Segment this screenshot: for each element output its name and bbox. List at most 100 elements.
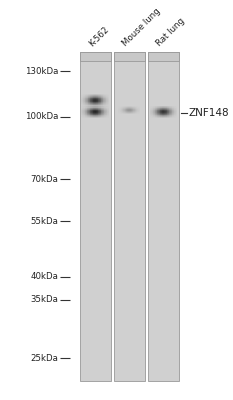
Bar: [156, 110, 157, 111]
Bar: [87, 98, 88, 99]
Bar: [155, 110, 156, 111]
Bar: [160, 116, 161, 117]
Bar: [166, 113, 167, 114]
Bar: [161, 108, 162, 109]
Bar: [84, 115, 85, 116]
Bar: [103, 107, 104, 108]
Bar: [85, 114, 86, 115]
Bar: [97, 112, 98, 113]
Bar: [150, 113, 151, 114]
Bar: [93, 94, 94, 95]
Bar: [97, 114, 98, 115]
Bar: [166, 107, 167, 108]
Bar: [107, 115, 108, 116]
Bar: [100, 103, 101, 104]
Bar: [159, 111, 160, 112]
Bar: [82, 104, 83, 105]
Bar: [163, 115, 164, 116]
Bar: [169, 116, 170, 117]
Bar: [81, 114, 82, 115]
Bar: [90, 106, 91, 107]
Bar: [169, 115, 170, 116]
Bar: [169, 113, 170, 114]
Bar: [91, 107, 92, 108]
Bar: [156, 107, 157, 108]
Bar: [88, 109, 89, 110]
Bar: [105, 115, 106, 116]
Bar: [95, 103, 96, 104]
Bar: [100, 112, 101, 113]
Bar: [164, 117, 165, 118]
Bar: [86, 102, 87, 103]
Text: Rat lung: Rat lung: [155, 17, 187, 48]
Bar: [99, 98, 100, 99]
Bar: [88, 100, 89, 101]
Bar: [102, 115, 103, 116]
Bar: [108, 106, 109, 107]
Bar: [82, 96, 83, 97]
Bar: [81, 103, 82, 104]
Bar: [86, 96, 87, 97]
Bar: [91, 99, 92, 100]
Bar: [101, 102, 102, 103]
Bar: [101, 97, 102, 98]
Bar: [154, 109, 155, 110]
Bar: [103, 108, 104, 109]
Bar: [87, 117, 88, 118]
Bar: [175, 113, 176, 114]
Bar: [96, 99, 97, 100]
Bar: [98, 117, 99, 118]
Bar: [163, 106, 164, 107]
Bar: [176, 106, 177, 107]
Bar: [105, 103, 106, 104]
Bar: [96, 115, 97, 116]
Bar: [105, 106, 106, 107]
Bar: [167, 107, 168, 108]
Bar: [103, 95, 104, 96]
Bar: [84, 105, 85, 106]
Bar: [101, 112, 102, 113]
Bar: [175, 107, 176, 108]
Bar: [103, 100, 104, 101]
Bar: [165, 111, 166, 112]
Bar: [108, 115, 109, 116]
Bar: [96, 94, 97, 95]
Bar: [84, 100, 85, 101]
Bar: [104, 113, 105, 114]
Bar: [102, 113, 103, 114]
Bar: [160, 110, 161, 111]
Bar: [81, 105, 82, 106]
Bar: [103, 106, 104, 107]
Bar: [95, 117, 96, 118]
Bar: [172, 108, 173, 109]
Bar: [159, 114, 160, 115]
Bar: [91, 97, 92, 98]
Bar: [89, 105, 90, 106]
Bar: [87, 97, 88, 98]
Bar: [83, 97, 84, 98]
Bar: [83, 96, 84, 97]
Bar: [167, 113, 168, 114]
Bar: [176, 111, 177, 112]
Bar: [89, 117, 90, 118]
Bar: [86, 95, 87, 96]
Bar: [168, 115, 169, 116]
Bar: [107, 105, 108, 106]
Bar: [88, 99, 89, 100]
Bar: [156, 109, 157, 110]
Bar: [87, 104, 88, 105]
Bar: [89, 102, 90, 103]
Bar: [174, 113, 175, 114]
Bar: [167, 108, 168, 109]
Bar: [92, 104, 93, 105]
Bar: [108, 116, 109, 117]
Bar: [88, 95, 89, 96]
Bar: [159, 109, 160, 110]
Bar: [85, 115, 86, 116]
Bar: [109, 116, 110, 117]
Bar: [82, 102, 83, 103]
Text: Mouse lung: Mouse lung: [121, 7, 162, 48]
Bar: [86, 94, 87, 95]
Bar: [96, 109, 97, 110]
Bar: [171, 108, 172, 109]
